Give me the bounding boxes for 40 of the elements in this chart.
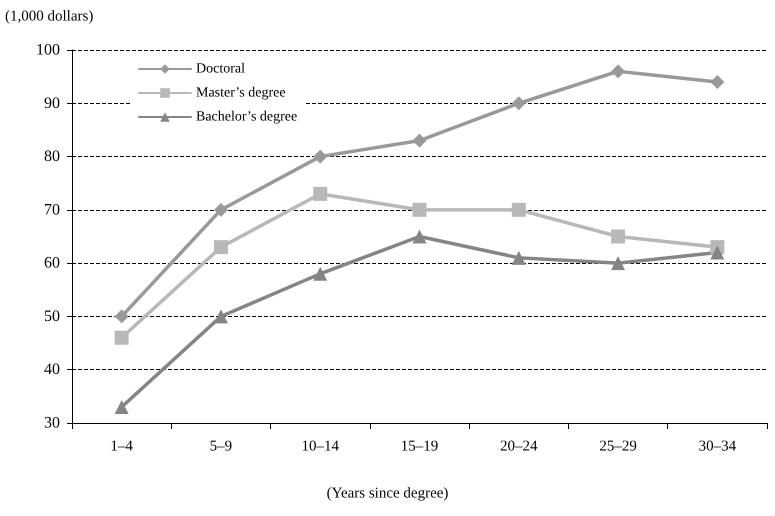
y-tick-label: 40 [44,361,60,378]
point [313,186,328,201]
legend-label: Master’s degree [196,86,286,100]
x-tick-label: 10–14 [301,438,340,454]
y-tick-label: 30 [44,414,60,432]
point [214,202,228,217]
x-tick-label: 20–24 [500,438,538,454]
legend-label: Bachelor’s degree [196,110,298,124]
x-tick-label: 1–4 [110,438,134,454]
point [412,134,426,148]
point [512,96,526,110]
point [710,245,724,260]
point [214,309,228,324]
point [114,309,129,324]
x-axis-title: (Years since degree) [326,486,448,502]
legend-label: Doctoral [196,62,246,76]
y-tick-label: 100 [36,42,60,58]
y-tick-label: 70 [44,201,60,218]
y-tick-label: 80 [44,148,60,166]
point [512,250,526,265]
x-tick-label: 15–19 [400,438,438,454]
point [412,230,426,244]
point [611,256,626,270]
x-tick-label: 30–34 [698,438,737,454]
point [710,74,724,89]
point [611,230,626,244]
y-tick-label: 60 [44,254,60,272]
y-tick-label: 50 [44,308,60,325]
point [611,64,626,78]
y-axis-title: (1,000 dollars) [5,8,94,24]
point [214,240,228,254]
point [512,202,526,217]
x-tick-label: 5–9 [210,438,232,454]
point [114,330,129,345]
point [313,150,328,164]
x-tick-label: 25–29 [599,438,637,454]
y-tick-label: 90 [44,94,60,112]
point [313,266,328,281]
point [412,202,426,217]
point [114,400,129,414]
